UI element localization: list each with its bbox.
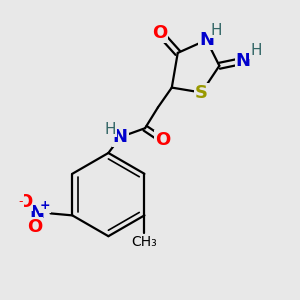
Text: -: - (19, 195, 23, 208)
Text: S: S (195, 83, 208, 101)
Text: O: O (155, 131, 170, 149)
Text: CH₃: CH₃ (132, 235, 157, 249)
Text: H: H (250, 44, 262, 59)
Text: N: N (113, 128, 128, 146)
Text: O: O (17, 193, 32, 211)
Text: +: + (39, 199, 50, 212)
Text: H: H (105, 122, 116, 137)
Text: O: O (27, 218, 42, 236)
Text: N: N (236, 52, 250, 70)
Text: O: O (152, 24, 167, 42)
Text: N: N (29, 204, 44, 222)
Text: H: H (211, 22, 222, 38)
Text: N: N (199, 31, 214, 49)
